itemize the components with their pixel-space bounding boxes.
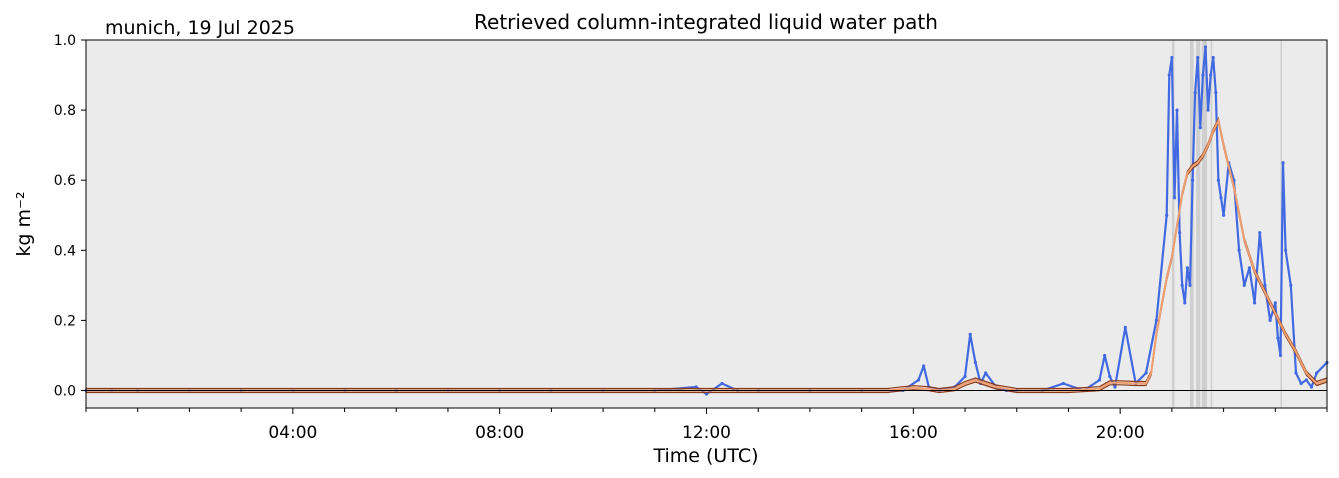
raw-lwp-point — [922, 364, 926, 368]
raw-lwp-point — [1185, 266, 1189, 270]
raw-lwp-point — [1258, 231, 1262, 235]
raw-lwp-point — [1214, 90, 1218, 95]
flag-interval — [1171, 40, 1175, 408]
raw-lwp-point — [1183, 301, 1187, 305]
raw-lwp-point — [1294, 371, 1298, 375]
raw-lwp-point — [1108, 374, 1112, 379]
raw-lwp-point — [1284, 248, 1288, 252]
flag-interval — [1201, 40, 1208, 408]
y-axis-ticks: 0.0 0.2 0.4 0.6 0.8 1.0 — [54, 33, 86, 399]
raw-lwp-point — [1216, 178, 1221, 182]
raw-lwp-point — [1167, 73, 1171, 77]
raw-lwp-point — [1304, 378, 1308, 382]
raw-lwp-point — [1154, 318, 1158, 322]
x-axis-label: Time (UTC) — [652, 445, 758, 467]
flag-interval — [1210, 40, 1213, 408]
raw-lwp-point — [973, 360, 977, 365]
raw-lwp-point — [1097, 378, 1102, 382]
raw-lwp-point — [1196, 55, 1200, 60]
x-axis-ticks: 04:00 08:00 12:00 16:00 20:00 — [85, 408, 1328, 443]
raw-lwp-point — [1103, 353, 1107, 358]
raw-lwp-point — [1190, 178, 1195, 182]
chart-title: Retrieved column-integrated liquid water… — [474, 10, 938, 34]
raw-lwp-point — [1170, 55, 1174, 60]
raw-lwp-point — [1144, 371, 1148, 375]
raw-lwp-point — [1276, 336, 1280, 340]
chart-subtitle: munich, 19 Jul 2025 — [105, 17, 295, 39]
x-tick-label: 20:00 — [1096, 423, 1145, 443]
raw-lwp-point — [1221, 213, 1226, 217]
raw-lwp-point — [1165, 213, 1169, 217]
x-tick-label: 12:00 — [682, 423, 731, 443]
raw-lwp-point — [1180, 283, 1184, 287]
x-tick-label: 16:00 — [889, 423, 938, 443]
x-tick-label: 08:00 — [475, 423, 524, 443]
raw-lwp-point — [720, 381, 724, 386]
raw-lwp-point — [1206, 108, 1210, 112]
y-tick-label: 1.0 — [54, 33, 76, 49]
raw-lwp-point — [1188, 283, 1192, 287]
raw-lwp-point — [1175, 108, 1179, 112]
raw-lwp-point — [1113, 385, 1117, 389]
raw-lwp-point — [704, 392, 709, 396]
flag-interval — [1196, 40, 1201, 408]
raw-lwp-point — [1198, 126, 1202, 130]
raw-lwp-point — [1201, 73, 1205, 77]
raw-lwp-point — [1273, 301, 1277, 305]
y-tick-label: 0.2 — [54, 313, 76, 329]
raw-lwp-point — [1299, 381, 1303, 386]
raw-lwp-point — [1281, 161, 1285, 165]
raw-lwp-point — [1123, 325, 1127, 329]
raw-lwp-point — [916, 378, 921, 382]
y-tick-label: 0.8 — [54, 103, 76, 119]
raw-lwp-point — [1193, 90, 1197, 95]
raw-lwp-point — [1237, 248, 1241, 252]
raw-lwp-point — [963, 374, 967, 379]
raw-lwp-point — [1178, 231, 1182, 235]
raw-lwp-point — [968, 332, 972, 336]
y-tick-label: 0.4 — [54, 243, 76, 259]
raw-lwp-point — [1209, 73, 1213, 77]
raw-lwp-point — [1289, 283, 1293, 287]
raw-lwp-point — [1242, 283, 1246, 287]
plot-background — [86, 40, 1327, 408]
raw-lwp-point — [984, 371, 988, 375]
raw-lwp-point — [1203, 45, 1208, 49]
raw-lwp-point — [1278, 353, 1283, 358]
raw-lwp-point — [694, 385, 698, 389]
y-axis-label: kg m⁻² — [13, 191, 35, 256]
raw-lwp-point — [1309, 385, 1314, 389]
raw-lwp-point — [1061, 381, 1065, 386]
raw-lwp-point — [1263, 283, 1267, 287]
smoothed-center-line — [86, 117, 1328, 392]
raw-lwp-point — [1172, 196, 1177, 200]
raw-lwp-point — [1268, 318, 1272, 322]
raw-lwp-point — [1211, 55, 1215, 60]
raw-lwp-point — [1247, 266, 1252, 270]
x-tick-label: 04:00 — [268, 423, 317, 443]
y-tick-label: 0.0 — [54, 383, 76, 399]
raw-lwp-point — [1315, 371, 1319, 375]
y-tick-label: 0.6 — [54, 173, 76, 189]
raw-lwp-point — [1253, 301, 1257, 305]
raw-lwp-point — [1219, 196, 1223, 200]
